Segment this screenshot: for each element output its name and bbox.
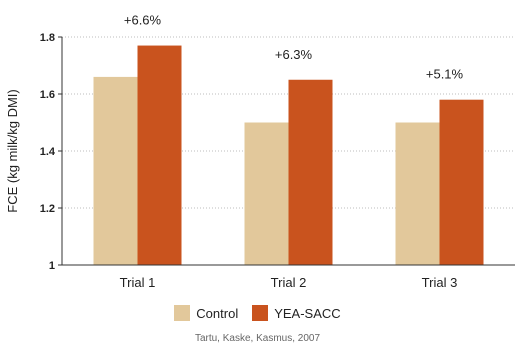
source-caption: Tartu, Kaske, Kasmus, 2007: [194, 333, 321, 344]
x-tick-label: Trial 2: [271, 275, 307, 290]
legend: Control YEA-SACC: [0, 305, 515, 321]
legend-item-yea-sacc: YEA-SACC: [252, 305, 341, 321]
y-tick-label: 1.4: [40, 146, 56, 158]
bars: [93, 45, 484, 266]
legend-label-yea-sacc: YEA-SACC: [274, 305, 341, 321]
bar-yea-sacc-3: [439, 99, 484, 265]
bar-control-3: [395, 122, 440, 265]
y-tick-label: 1.6: [40, 89, 55, 101]
data-label-increase: +5.1%: [426, 67, 464, 82]
y-tick-label: 1: [49, 260, 55, 272]
legend-swatch-yea-sacc: [252, 305, 269, 321]
y-tick-label: 1.8: [40, 32, 55, 44]
legend-swatch-control: [174, 305, 191, 321]
bar-yea-sacc-2: [288, 79, 333, 265]
labels: 1 1.2 1.4 1.6 1.8 Trial 1 +6.6% Trial 2 +6.3% Tri…: [40, 13, 464, 290]
x-tick-label: Trial 1: [120, 275, 156, 290]
y-axis-label: FCE (kg milk/kg DMI): [5, 89, 20, 213]
x-tick-label: Trial 3: [422, 275, 458, 290]
bar-control-1: [93, 76, 138, 266]
data-label-increase: +6.3%: [275, 47, 313, 62]
legend-item-control: Control: [174, 305, 238, 321]
legend-label-control: Control: [196, 305, 239, 321]
data-label-increase: +6.6%: [124, 13, 162, 28]
y-tick-label: 1.2: [40, 203, 55, 215]
axes: [58, 36, 515, 266]
bar-chart: 1 1.2 1.4 1.6 1.8 Trial 1 +6.6% Trial 2 +6.3% Tri…: [5, 13, 515, 290]
bar-control-2: [244, 122, 289, 265]
bar-yea-sacc-1: [137, 45, 182, 265]
